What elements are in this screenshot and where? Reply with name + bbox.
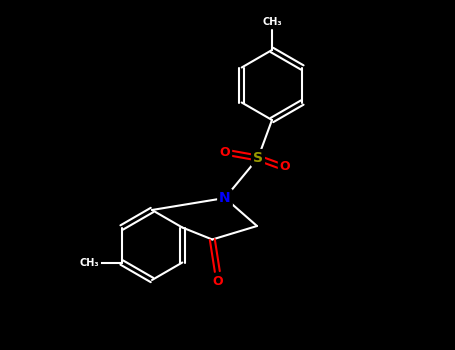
Text: CH₃: CH₃ [262,17,282,27]
Text: CH₃: CH₃ [80,258,100,267]
Text: N: N [219,191,231,205]
Text: O: O [220,147,230,160]
Text: O: O [280,160,290,173]
Text: S: S [253,151,263,165]
Text: O: O [212,275,222,288]
